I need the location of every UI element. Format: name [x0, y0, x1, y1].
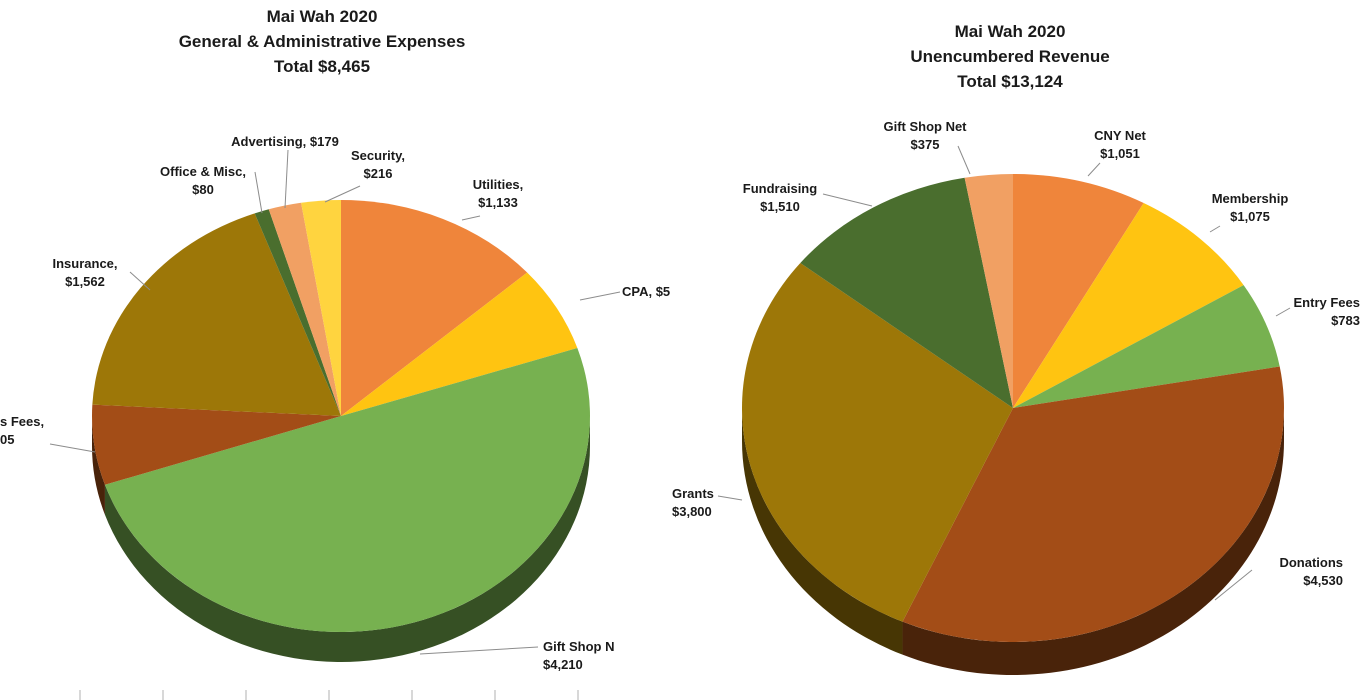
pie2-value-4: $3,800: [672, 504, 712, 519]
bottom-tick-marks: [79, 690, 579, 700]
pie2-slice-4: [742, 262, 1013, 622]
pie1-value-2: $4,210: [543, 657, 583, 672]
pie2-label-2: Entry Fees: [1294, 295, 1360, 310]
pie1-slice-3: [92, 404, 341, 485]
pie2-label-1: Membership: [1212, 191, 1289, 206]
pie1-label-2: Gift Shop N: [543, 639, 615, 654]
pie2-label-3: Donations: [1279, 555, 1343, 570]
pie1-label-3: s Fees,: [0, 414, 44, 429]
pie1-slice-0: [341, 200, 528, 416]
pie2-slice-3: [902, 366, 1284, 643]
pie1-label-0: Utilities,: [473, 177, 524, 192]
pie2-value-2: $783: [1331, 313, 1360, 328]
pie1-label-7: Security,: [351, 148, 405, 163]
pie2-slice-2: [1013, 285, 1280, 408]
pie2-slice-5: [800, 177, 1013, 408]
pie2-value-6: $375: [911, 137, 940, 152]
pie2-slice-6: [964, 174, 1013, 408]
chart1-title-line2: General & Administrative Expenses: [179, 32, 466, 51]
pie1-slice-6: [268, 202, 341, 416]
pie1-slice-1: [341, 272, 578, 416]
pie1-slice-5: [254, 209, 341, 416]
pie-chart-2: CNY Net $1,051 Membership $1,075 Entry Fees $…: [672, 119, 1360, 675]
pie1-label-4: Insurance,: [52, 256, 117, 271]
pie1-leader-7: [324, 185, 361, 203]
pie2-value-3: $4,530: [1303, 573, 1343, 588]
chart1-title-line3: Total $8,465: [274, 57, 370, 76]
pie2-leader-3: [1214, 569, 1253, 601]
pie1-side-3: [92, 416, 105, 515]
pie1-leader-0: [461, 215, 481, 221]
pie2-slice-1: [1013, 203, 1244, 408]
pie2-leader-6: [957, 145, 971, 175]
pie2-leader-1: [1209, 225, 1221, 233]
pie1-label-5: Office & Misc,: [160, 164, 246, 179]
chart2-title-line1: Mai Wah 2020: [955, 22, 1066, 41]
pie1-label-6: Advertising, $179: [231, 134, 339, 149]
pie2-side-3: [902, 408, 1284, 675]
pie2-leader-5: [822, 193, 873, 207]
pie-chart-1: Utilities, $1,133 CPA, $5 Gift Shop N $4,210…: [0, 134, 670, 672]
pie1-value-0: $1,133: [478, 195, 518, 210]
pie1-slice-4: [92, 213, 341, 416]
pie2-value-1: $1,075: [1230, 209, 1270, 224]
pie2-label-4: Grants: [672, 486, 714, 501]
pie1-value-5: $80: [192, 182, 214, 197]
chart2-title-line3: Total $13,124: [957, 72, 1063, 91]
pie1-slice-2: [104, 348, 590, 632]
pie1-label-1: CPA, $5: [622, 284, 670, 299]
pie1-leader-5: [254, 171, 263, 214]
pie1-slice-7: [301, 200, 341, 416]
pie2-label-0: CNY Net: [1094, 128, 1146, 143]
pie1-value-7: $216: [364, 166, 393, 181]
pie1-leader-4: [129, 271, 151, 291]
pie2-leader-2: [1275, 307, 1291, 317]
pie1-leader-1: [579, 291, 621, 301]
pie2-label-5: Fundraising: [743, 181, 817, 196]
pie1-value-3: 05: [0, 432, 14, 447]
pie1-leader-6: [284, 149, 289, 209]
pie1-value-4: $1,562: [65, 274, 105, 289]
pie2-side-4: [742, 408, 903, 655]
chart1-title-line1: Mai Wah 2020: [267, 7, 378, 26]
pie2-leader-4: [717, 495, 743, 501]
pie1-leader-3: [49, 443, 96, 453]
pie2-slice-0: [1013, 174, 1144, 408]
pie2-value-5: $1,510: [760, 199, 800, 214]
pie2-leader-0: [1087, 162, 1101, 177]
pie1-leader-2: [419, 646, 539, 655]
pie2-label-6: Gift Shop Net: [883, 119, 967, 134]
chart2-title-line2: Unencumbered Revenue: [910, 47, 1109, 66]
pie2-value-0: $1,051: [1100, 146, 1140, 161]
